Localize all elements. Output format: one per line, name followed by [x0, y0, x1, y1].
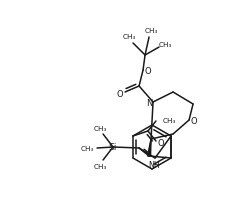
Text: CH₃: CH₃: [80, 145, 94, 151]
Text: CH₃: CH₃: [93, 125, 107, 131]
Text: CH₃: CH₃: [144, 28, 158, 34]
Text: O: O: [158, 138, 164, 147]
Text: NH: NH: [148, 161, 160, 170]
Text: O: O: [117, 89, 123, 98]
Text: N: N: [146, 98, 152, 107]
Text: Si: Si: [109, 143, 117, 152]
Text: CH₃: CH₃: [93, 163, 107, 169]
Text: CH₃: CH₃: [163, 117, 176, 123]
Text: CH₃: CH₃: [122, 34, 136, 40]
Text: O: O: [191, 116, 197, 125]
Polygon shape: [148, 139, 151, 156]
Text: O: O: [145, 66, 151, 75]
Text: CH₃: CH₃: [158, 42, 172, 48]
